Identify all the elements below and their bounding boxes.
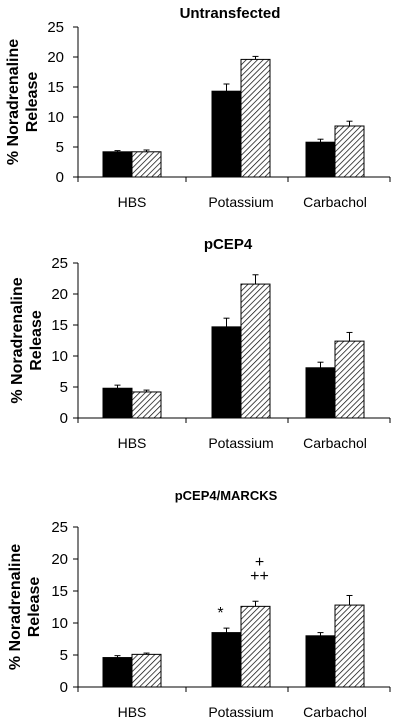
bar-solid xyxy=(211,632,242,688)
y-tick-label: 15 xyxy=(51,317,68,334)
bar-hatched xyxy=(334,125,365,178)
bar-solid xyxy=(211,326,242,419)
bar-hatched xyxy=(334,340,365,419)
y-tick-label: 5 xyxy=(60,647,68,664)
category-label: HBS xyxy=(118,704,147,720)
bar-hatched xyxy=(131,653,162,688)
y-tick-label: 10 xyxy=(47,109,64,126)
bar-solid xyxy=(305,367,336,419)
y-tick-label: 20 xyxy=(51,286,68,303)
y-axis-label: % Noradrenaline Release xyxy=(7,544,43,670)
bar-hatched xyxy=(334,604,365,688)
bar-hatched xyxy=(240,58,271,178)
y-tick-label: 5 xyxy=(56,139,64,156)
panel-title: pCEP4/MARCKS xyxy=(175,488,278,503)
bar-solid xyxy=(102,387,133,419)
category-label: Carbachol xyxy=(303,704,367,720)
y-tick-label: 5 xyxy=(60,379,68,396)
y-tick-label: 15 xyxy=(47,79,64,96)
y-axis-label: % Noradrenaline Release xyxy=(9,277,45,403)
y-axis-label: % Noradrenaline Release xyxy=(5,39,41,165)
y-tick-label: 0 xyxy=(60,410,68,427)
bar-hatched xyxy=(240,283,271,419)
y-tick-label: 25 xyxy=(51,519,68,536)
category-label: HBS xyxy=(118,435,147,451)
category-label: Carbachol xyxy=(303,194,367,210)
bar-hatched xyxy=(240,605,271,688)
significance-marker: * xyxy=(217,605,223,622)
panel-title: Untransfected xyxy=(180,5,281,22)
category-label: Carbachol xyxy=(303,435,367,451)
y-tick-label: 20 xyxy=(47,49,64,66)
bar-hatched xyxy=(131,151,162,178)
panel-title: pCEP4 xyxy=(204,236,253,253)
category-label: Potassium xyxy=(208,704,273,720)
bar-solid xyxy=(305,141,336,178)
y-tick-label: 25 xyxy=(51,255,68,272)
category-label: Potassium xyxy=(208,435,273,451)
y-tick-label: 25 xyxy=(47,19,64,36)
y-tick-label: 10 xyxy=(51,348,68,365)
y-tick-label: 20 xyxy=(51,551,68,568)
y-tick-label: 15 xyxy=(51,583,68,600)
bar-hatched xyxy=(131,391,162,419)
category-label: HBS xyxy=(118,194,147,210)
significance-marker: + xyxy=(255,554,264,571)
y-tick-label: 0 xyxy=(56,169,64,186)
category-label: Potassium xyxy=(208,194,273,210)
bar-solid xyxy=(211,90,242,178)
y-tick-label: 0 xyxy=(60,679,68,696)
bar-solid xyxy=(102,151,133,178)
y-tick-label: 10 xyxy=(51,615,68,632)
bar-solid xyxy=(102,657,133,688)
significance-marker: ++ xyxy=(250,568,269,585)
bar-solid xyxy=(305,635,336,688)
